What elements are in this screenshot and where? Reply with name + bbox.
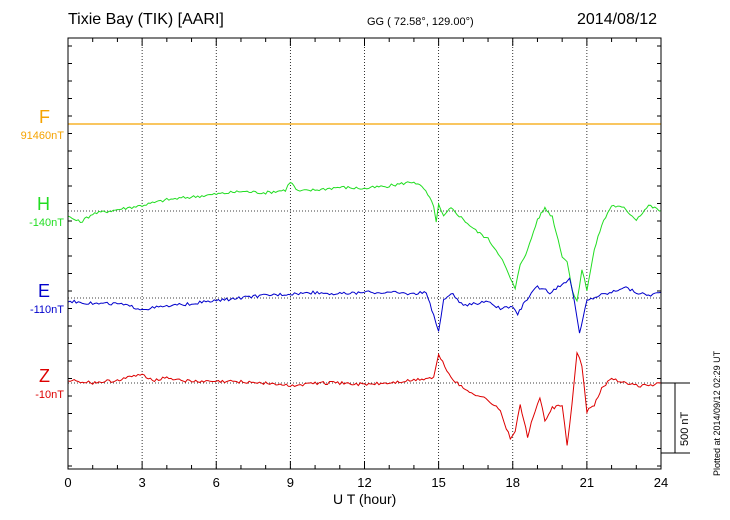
x-tick-label: 12 [357,475,372,490]
component-label-H: H [37,194,50,214]
geographic-coordinates: GG ( 72.58°, 129.00°) [367,16,474,28]
series-layer [67,123,662,446]
station-title: Tixie Bay (TIK) [AARI] [68,11,224,28]
x-tick-label: 3 [138,475,146,490]
x-tick-label: 21 [579,475,595,490]
baseline-value-E: -110nT [29,304,64,316]
plotted-timestamp: Plotted at 2014/09/12 02:29 UT [712,350,722,476]
x-tick-label: 6 [212,475,220,490]
x-tick-label: 15 [431,475,446,490]
series-line-E [67,277,662,334]
component-label-F: F [39,107,50,127]
x-tick-label: 9 [286,475,294,490]
baseline-value-Z: -10nT [35,389,64,401]
series-line-H [67,181,662,303]
x-tick-label: 0 [64,475,72,490]
baseline-value-H: -140nT [29,217,64,229]
x-tick-label: 18 [505,475,520,490]
component-label-E: E [37,281,50,301]
component-label-Z: Z [39,366,50,386]
scale-bar [661,382,690,454]
baseline-value-F: 91460nT [20,130,64,142]
x-axis-label: U T (hour) [333,491,397,507]
plot-date: 2014/08/12 [577,11,658,28]
tick-layer [67,38,662,469]
series-line-Z [67,351,662,446]
scale-bar-label: 500 nT [679,411,691,446]
x-tick-label: 24 [653,475,669,490]
